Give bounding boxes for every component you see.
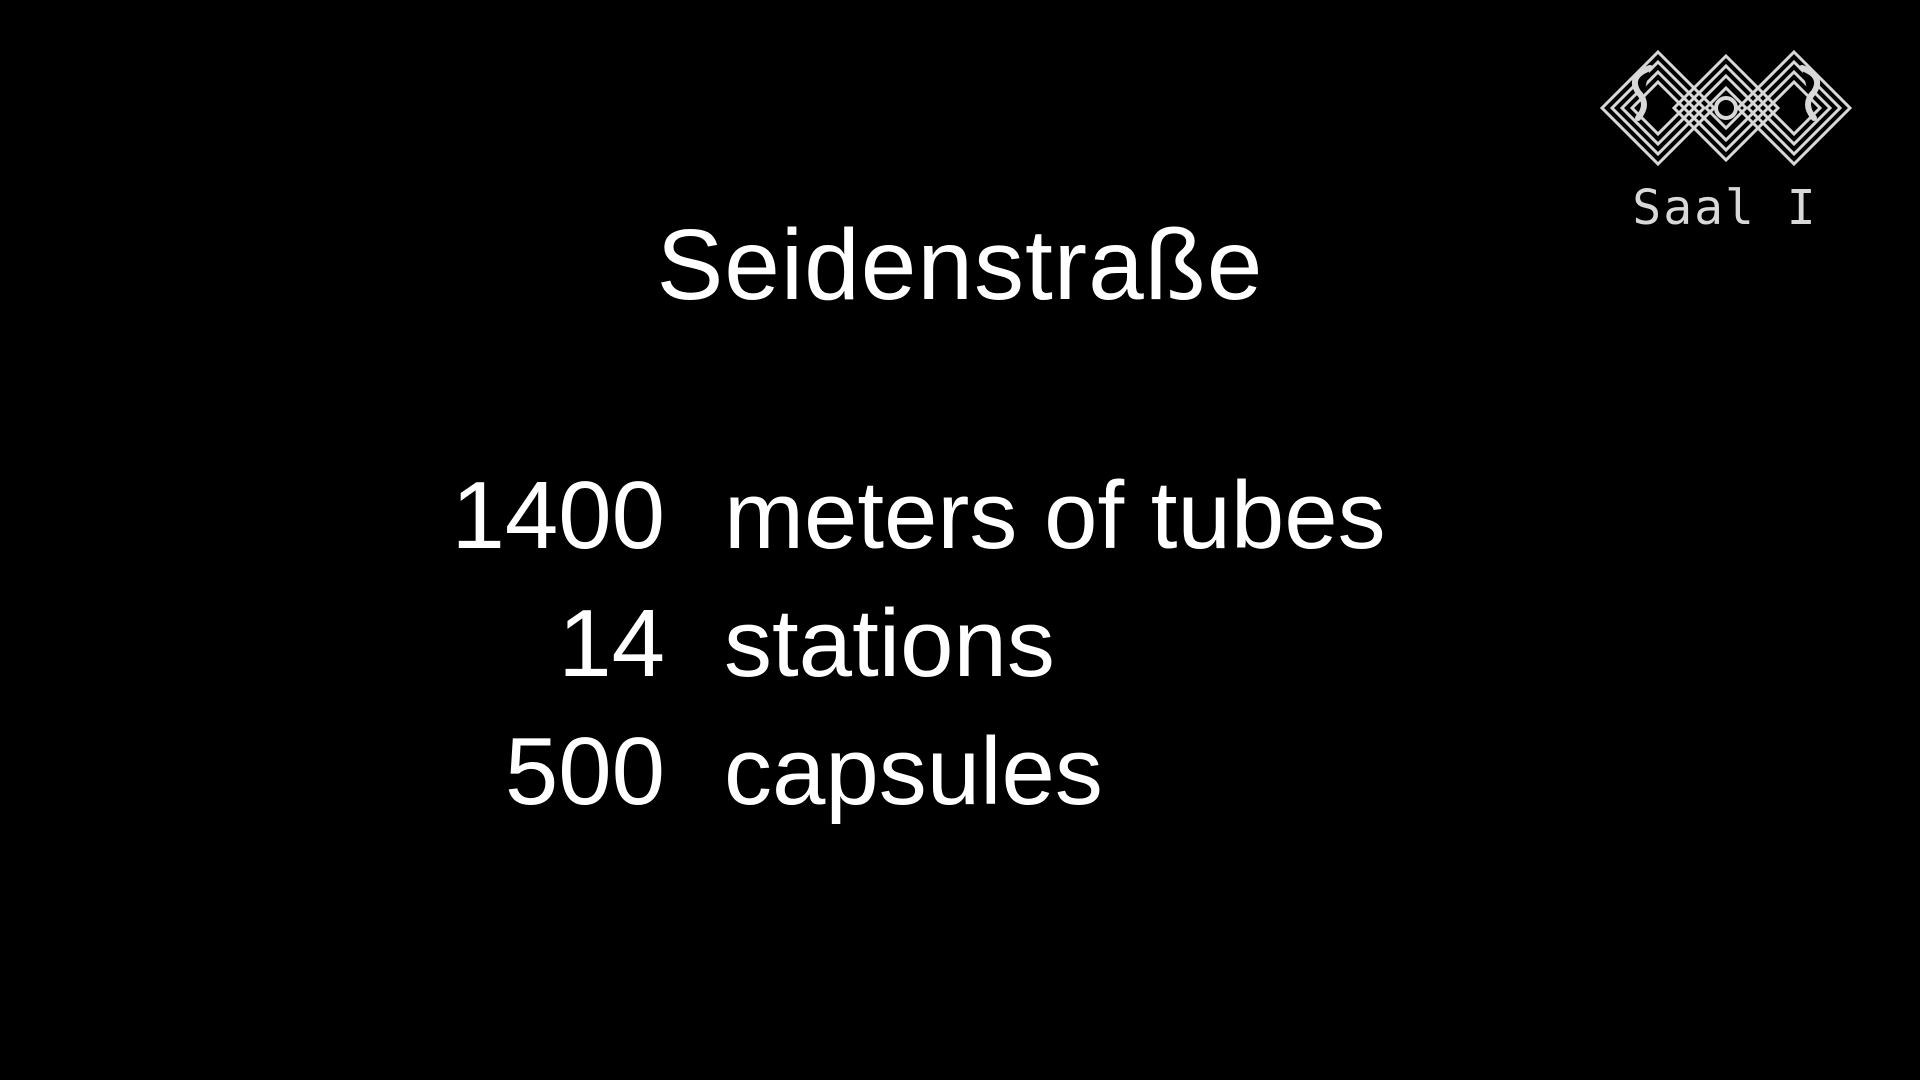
room-logo: Saal I bbox=[1590, 48, 1860, 238]
room-label: Saal I bbox=[1632, 180, 1818, 236]
congress-logo-icon bbox=[1599, 49, 1853, 167]
stat-label: stations bbox=[724, 590, 1055, 697]
stat-row-stations: 14 stations bbox=[0, 580, 1920, 708]
stat-label: meters of tubes bbox=[724, 462, 1386, 569]
stats-list: 1400 meters of tubes 14 stations 500 cap… bbox=[0, 452, 1920, 836]
stat-number: 1400 bbox=[451, 462, 665, 569]
stat-number: 14 bbox=[558, 590, 665, 697]
stat-label: capsules bbox=[724, 718, 1103, 825]
stat-row-capsules: 500 capsules bbox=[0, 708, 1920, 836]
stat-number: 500 bbox=[504, 718, 665, 825]
stat-row-tubes: 1400 meters of tubes bbox=[0, 452, 1920, 580]
slide-title: Seidenstraße bbox=[656, 209, 1264, 321]
